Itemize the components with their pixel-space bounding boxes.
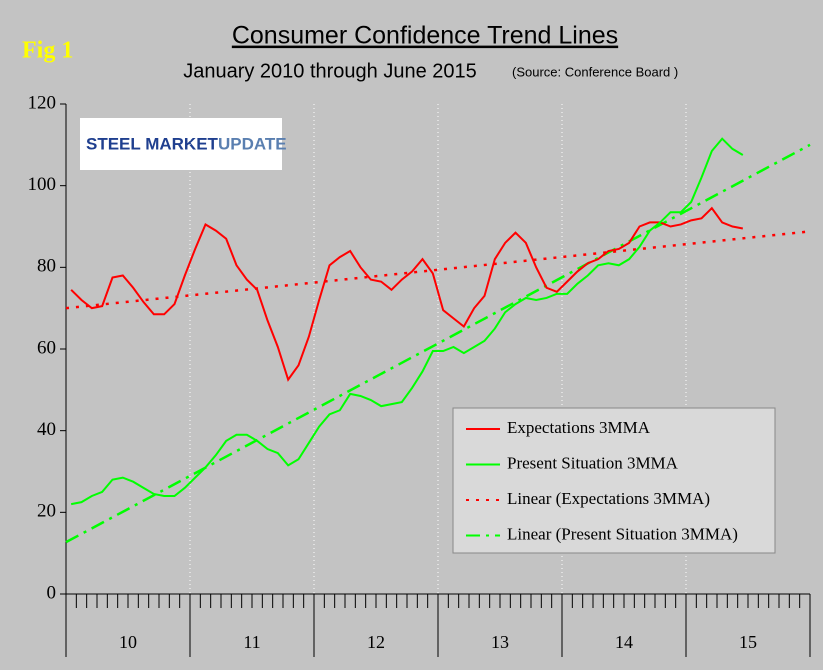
trend-line <box>65 143 811 544</box>
series-line <box>70 206 744 382</box>
logo-text: STEEL MARKET <box>86 134 219 153</box>
chart-title: Consumer Confidence Trend Lines <box>232 22 618 50</box>
figure-label: Fig 1 <box>22 38 73 64</box>
legend-label: Present Situation 3MMA <box>507 453 679 472</box>
source: (Source: Conference Board ) <box>512 64 678 79</box>
legend-label: Linear (Expectations 3MMA) <box>507 489 710 508</box>
chart-subtitle: January 2010 through June 2015 <box>183 60 477 82</box>
x-tick-label: 10 <box>119 632 137 652</box>
y-tick-label: 100 <box>28 174 57 195</box>
legend-box <box>452 407 776 554</box>
x-tick-label: 15 <box>739 632 757 652</box>
y-tick-label: 20 <box>37 501 56 522</box>
series-line <box>70 137 744 506</box>
logo-text: UPDATE <box>218 134 287 153</box>
y-tick-label: 120 <box>28 92 57 113</box>
x-tick-label: 13 <box>491 632 509 652</box>
legend-label: Linear (Present Situation 3MMA) <box>507 524 738 543</box>
y-tick-label: 60 <box>37 337 56 358</box>
y-tick-label: 0 <box>47 582 57 603</box>
logo-box <box>80 118 282 170</box>
x-tick-label: 11 <box>243 632 260 652</box>
legend-label: Expectations 3MMA <box>507 418 651 437</box>
y-tick-label: 80 <box>37 256 56 277</box>
x-tick-label: 14 <box>615 632 633 652</box>
y-tick-label: 40 <box>37 419 56 440</box>
x-tick-label: 12 <box>367 632 385 652</box>
